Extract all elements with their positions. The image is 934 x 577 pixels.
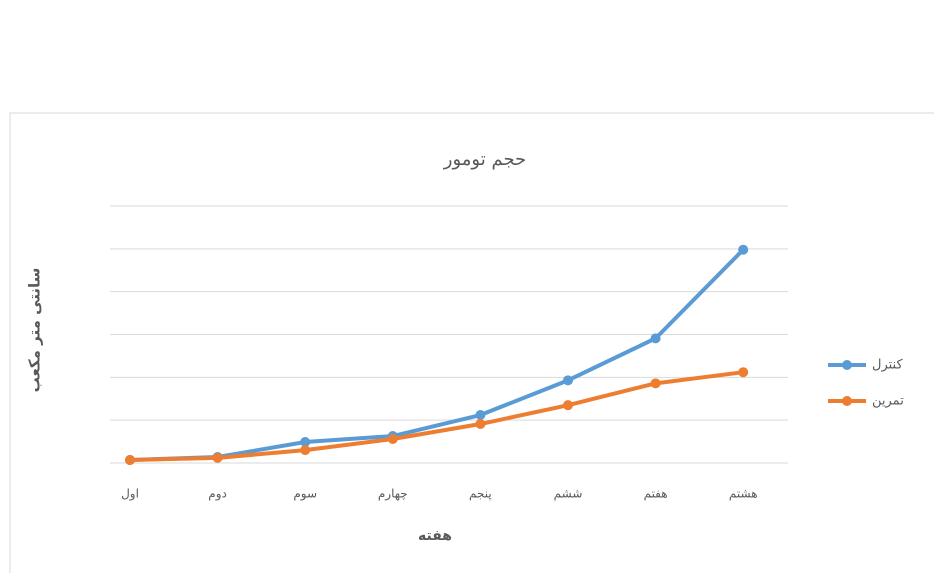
point: [388, 434, 398, 444]
point: [125, 455, 135, 465]
y-axis-label: سانتی متر مکعب: [26, 268, 44, 393]
chart-frame: [10, 113, 934, 573]
point: [475, 410, 485, 420]
legend-label: تمرین: [872, 394, 904, 409]
chart: حجم تومور هفته سانتی متر مکعب اول دوم سوم چ…: [0, 0, 934, 573]
x-tick-label: هفتم: [644, 487, 668, 501]
chart-title: حجم تومور: [443, 149, 526, 170]
point: [651, 378, 661, 388]
x-tick-label: هشتم: [729, 487, 758, 501]
legend-marker: [842, 360, 852, 370]
point: [738, 367, 748, 377]
point: [563, 375, 573, 385]
x-tick-label: اول: [121, 487, 139, 502]
x-tick-label: پنجم: [469, 487, 492, 501]
point: [563, 400, 573, 410]
x-tick-label: سوم: [293, 487, 317, 502]
point: [738, 245, 748, 255]
point: [213, 453, 223, 463]
legend-label: کنترل: [872, 358, 903, 373]
x-tick-label: ششم: [554, 487, 583, 501]
x-tick-label: دوم: [208, 487, 227, 502]
x-tick-label: چهارم: [378, 487, 408, 502]
legend-marker: [842, 396, 852, 406]
x-axis-label: هفته: [418, 528, 452, 544]
point: [475, 419, 485, 429]
point: [651, 333, 661, 343]
point: [300, 445, 310, 455]
